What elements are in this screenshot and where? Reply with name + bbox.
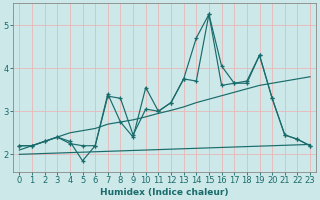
- X-axis label: Humidex (Indice chaleur): Humidex (Indice chaleur): [100, 188, 229, 197]
